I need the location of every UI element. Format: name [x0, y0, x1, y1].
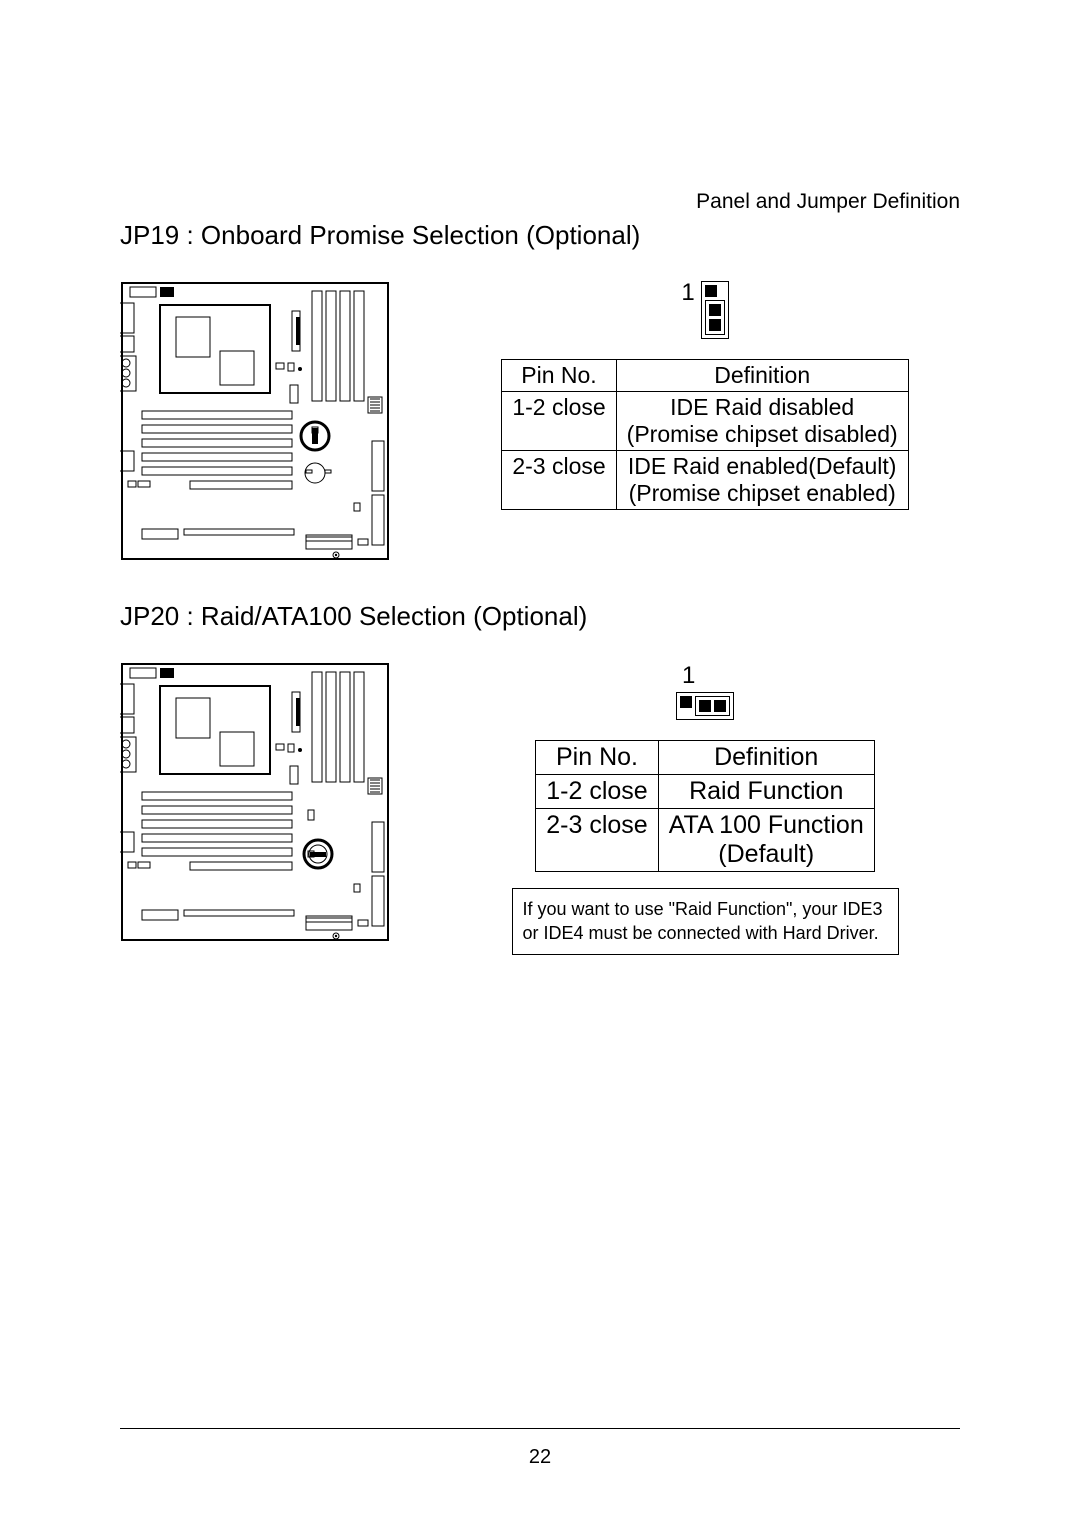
jp19-title: JP19 : Onboard Promise Selection (Option… [120, 220, 960, 251]
def-line: IDE Raid disabled [670, 394, 854, 420]
jp19-jumper-diagram: 1 [681, 281, 728, 339]
note-line: If you want to use "Raid Function", your… [523, 899, 883, 919]
jp20-jumper-diagram: 1 [676, 662, 734, 720]
jp20-right-col: 1 Pin No. Definition 1-2 close Raid Func… [450, 662, 960, 955]
jp20-title: JP20 : Raid/ATA100 Selection (Optional) [120, 601, 960, 632]
jp19-right-col: 1 Pin No. Definition 1-2 close [450, 281, 960, 510]
jp19-row: 1 Pin No. Definition 1-2 close [120, 281, 960, 561]
jumper-pin [709, 304, 721, 316]
page-number: 22 [0, 1446, 1080, 1469]
table-row: 1-2 close IDE Raid disabled (Promise chi… [502, 392, 908, 451]
table-head-row: Pin No. Definition [502, 360, 908, 392]
def-line: ATA 100 Function [669, 811, 864, 839]
cell-pin: 1-2 close [502, 392, 616, 451]
col-pin-no: Pin No. [536, 741, 658, 775]
table-row: 2-3 close ATA 100 Function (Default) [536, 809, 874, 872]
jp20-pin1-label: 1 [682, 662, 695, 690]
cell-pin: 1-2 close [536, 775, 658, 809]
jp20-row: 1 Pin No. Definition 1-2 close Raid Func… [120, 662, 960, 955]
motherboard-diagram-jp20 [120, 662, 390, 942]
jp20-note: If you want to use "Raid Function", your… [512, 888, 899, 955]
header-section: Panel and Jumper Definition [696, 190, 960, 214]
jumper-outline [701, 281, 729, 339]
col-pin-no: Pin No. [502, 360, 616, 392]
jp19-pin1-label: 1 [681, 281, 694, 305]
def-line: IDE Raid enabled(Default) [628, 453, 896, 479]
def-line: (Promise chipset enabled) [629, 480, 896, 506]
table-row: 1-2 close Raid Function [536, 775, 874, 809]
footer-rule [120, 1428, 960, 1429]
cell-def: Raid Function [658, 775, 874, 809]
def-line: (Promise chipset disabled) [627, 421, 898, 447]
cell-pin: 2-3 close [536, 809, 658, 872]
jumper-closed-pair [695, 696, 730, 716]
table-head-row: Pin No. Definition [536, 741, 874, 775]
jp19-table: Pin No. Definition 1-2 close IDE Raid di… [501, 359, 908, 510]
def-line: (Default) [718, 840, 814, 868]
cell-def: IDE Raid enabled(Default) (Promise chips… [616, 451, 908, 510]
jumper-pin [699, 700, 711, 712]
cell-def: IDE Raid disabled (Promise chipset disab… [616, 392, 908, 451]
jumper-pin [709, 319, 721, 331]
cell-def: ATA 100 Function (Default) [658, 809, 874, 872]
motherboard-diagram-jp19 [120, 281, 390, 561]
table-row: 2-3 close IDE Raid enabled(Default) (Pro… [502, 451, 908, 510]
col-definition: Definition [616, 360, 908, 392]
jumper-pin [714, 700, 726, 712]
jp20-table: Pin No. Definition 1-2 close Raid Functi… [535, 740, 874, 872]
jumper-closed-pair [705, 300, 725, 335]
jumper-outline [676, 692, 734, 720]
note-line: or IDE4 must be connected with Hard Driv… [523, 923, 879, 943]
jumper-pin [680, 696, 692, 708]
jumper-pin [705, 285, 717, 297]
col-definition: Definition [658, 741, 874, 775]
page: Panel and Jumper Definition JP19 : Onboa… [0, 0, 1080, 1529]
cell-pin: 2-3 close [502, 451, 616, 510]
